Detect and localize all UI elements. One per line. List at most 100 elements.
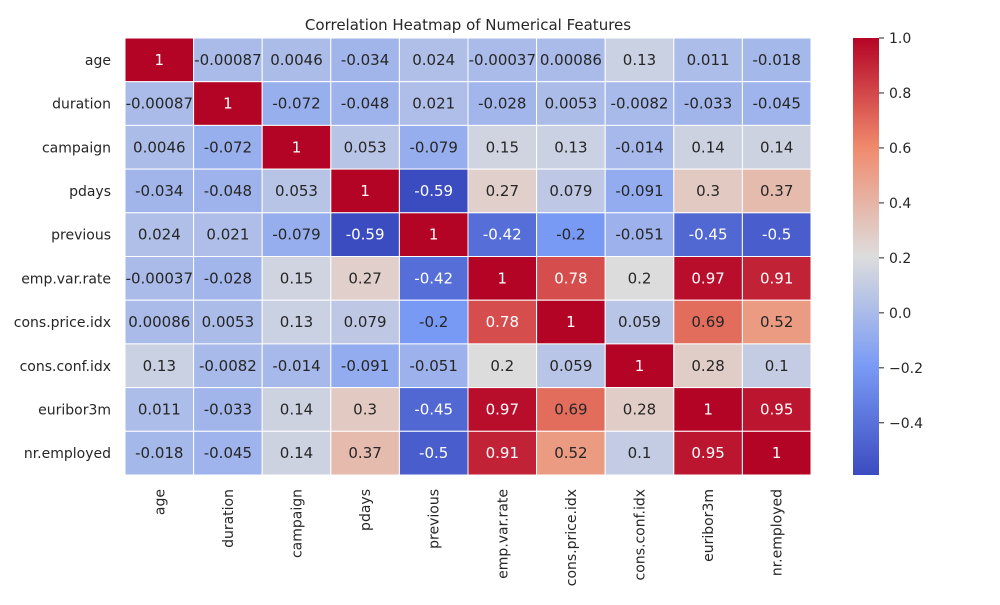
x-tick-label: euribor3m	[701, 489, 717, 562]
heatmap-cell-value: -0.00037	[126, 269, 193, 287]
heatmap-cell-value: 0.0053	[202, 313, 255, 331]
heatmap-cell-value: 0.37	[348, 444, 381, 462]
heatmap-cell	[741, 37, 812, 83]
chart-title: Correlation Heatmap of Numerical Feature…	[305, 16, 631, 34]
heatmap-cell-value: -0.048	[204, 182, 252, 200]
heatmap-cell-value: 0.14	[280, 400, 313, 418]
heatmap-cell	[673, 256, 743, 301]
heatmap-cell	[193, 124, 263, 170]
heatmap-cell-value: -0.072	[272, 95, 320, 113]
heatmap-cell-value: 0.95	[760, 400, 793, 418]
heatmap-cell-value: -0.014	[272, 357, 320, 375]
heatmap-cell-value: 0.0046	[270, 51, 323, 69]
heatmap-cell	[193, 81, 263, 126]
heatmap-cell	[467, 168, 538, 214]
heatmap-cell	[536, 387, 606, 432]
heatmap-cell-value: -0.2	[556, 226, 585, 244]
heatmap-cell-value: 0.00086	[128, 313, 190, 331]
y-tick-label: duration	[52, 97, 111, 113]
heatmap-cell-value: 0.13	[623, 51, 656, 69]
heatmap-cell-value: 0.14	[280, 444, 313, 462]
heatmap-cell-value: -0.59	[414, 182, 453, 200]
heatmap-cell-value: 0.00086	[540, 51, 602, 69]
heatmap-cell	[673, 212, 743, 258]
heatmap-cell	[467, 37, 538, 83]
heatmap-cell-value: 0.15	[280, 269, 313, 287]
heatmap-cell	[741, 430, 812, 476]
colorbar-tick-label: 0.6	[889, 141, 911, 157]
heatmap-cell	[741, 81, 812, 126]
heatmap-cell	[604, 37, 675, 83]
colorbar-tick-label: −0.4	[889, 416, 923, 432]
heatmap-cell	[741, 124, 812, 170]
heatmap-cell	[604, 81, 675, 126]
heatmap-cell-value: 1	[223, 95, 233, 113]
x-tick-label: cons.conf.idx	[633, 489, 649, 580]
heatmap-cell-value: 1	[635, 357, 645, 375]
heatmap-cell-value: 0.3	[696, 182, 720, 200]
heatmap-cell-value: 0.079	[549, 182, 592, 200]
heatmap-cell	[330, 81, 400, 126]
y-tick-label: cons.conf.idx	[20, 359, 111, 375]
heatmap-cell-value: 0.69	[691, 313, 724, 331]
heatmap-cell	[673, 430, 743, 476]
heatmap-cell-value: -0.014	[615, 138, 663, 156]
heatmap-cell-value: 0.37	[760, 182, 793, 200]
heatmap-cell-value: -0.0082	[611, 95, 669, 113]
heatmap-cell-value: -0.45	[689, 226, 728, 244]
heatmap-cell-value: -0.2	[419, 313, 448, 331]
heatmap-cell-labels: 1 -0.00087 0.0046 -0.034 0.024 -0.00037 0.0008…	[126, 51, 801, 462]
heatmap-cell	[536, 430, 606, 476]
heatmap-cell-value: -0.00087	[126, 95, 193, 113]
heatmap-cell-value: -0.018	[135, 444, 183, 462]
heatmap-cell	[467, 430, 538, 476]
colorbar-tick-label: 0.4	[889, 196, 911, 212]
heatmap-cell	[398, 256, 469, 301]
y-axis-tick-labels: age duration campaign pdays previous emp.var.…	[14, 53, 111, 462]
heatmap-cell-value: 0.021	[206, 226, 249, 244]
colorbar-tick-label: −0.2	[889, 361, 923, 377]
heatmap-cell-value: 1	[155, 51, 165, 69]
heatmap-cell-value: -0.051	[410, 357, 458, 375]
heatmap-cell-value: -0.018	[753, 51, 801, 69]
x-tick-label: duration	[221, 489, 237, 548]
heatmap-cell-value: 0.78	[554, 269, 587, 287]
heatmap-cell	[536, 168, 606, 214]
y-tick-label: nr.employed	[24, 446, 111, 462]
heatmap-cell-value: -0.048	[341, 95, 389, 113]
y-tick-label: pdays	[69, 184, 111, 200]
heatmap-cell-value: 0.52	[760, 313, 793, 331]
heatmap-cell-value: 0.27	[348, 269, 381, 287]
heatmap-cell-value: 1	[703, 400, 713, 418]
heatmap-cell-value: 0.13	[143, 357, 176, 375]
heatmap-cell	[673, 124, 743, 170]
heatmap-cell	[124, 124, 195, 170]
heatmap-cell	[673, 387, 743, 432]
colorbar-tick-label: 0.0	[889, 306, 911, 322]
heatmap-cell-value: 0.14	[691, 138, 724, 156]
x-tick-label: pdays	[358, 489, 374, 531]
heatmap-cell	[330, 343, 400, 389]
heatmap-cell-value: 0.1	[628, 444, 652, 462]
heatmap-cell-value: 0.059	[549, 357, 592, 375]
heatmap-cell-value: -0.079	[410, 138, 458, 156]
x-tick-label: campaign	[290, 489, 306, 558]
heatmap-cell-value: 0.3	[353, 400, 377, 418]
heatmap-cell	[124, 256, 195, 301]
y-tick-label: previous	[51, 228, 111, 244]
heatmap-cell-value: 0.13	[554, 138, 587, 156]
heatmap-cell-value: 0.52	[554, 444, 587, 462]
heatmap-cell	[261, 343, 332, 389]
y-tick-label: emp.var.rate	[21, 271, 111, 287]
heatmap-cells	[124, 37, 812, 476]
colorbar-tick-label: 0.2	[889, 251, 911, 267]
heatmap-cell-value: 0.024	[138, 226, 181, 244]
colorbar	[853, 38, 879, 475]
heatmap-cell	[261, 37, 332, 83]
heatmap-cell-value: 0.021	[412, 95, 455, 113]
heatmap-cell-value: -0.034	[341, 51, 389, 69]
heatmap-cell	[467, 256, 538, 301]
heatmap-cell	[330, 387, 400, 432]
